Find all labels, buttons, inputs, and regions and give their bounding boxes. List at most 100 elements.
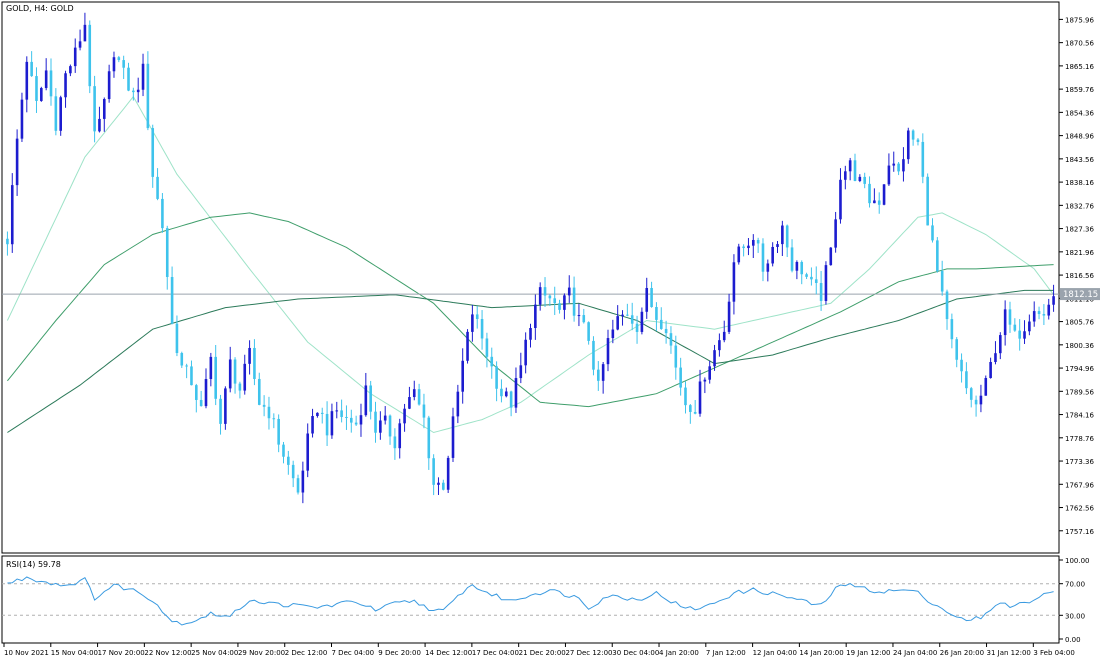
candle-body <box>572 287 576 316</box>
rsi-levels <box>2 583 1059 616</box>
candle-body <box>107 71 111 100</box>
candle-body <box>630 315 634 324</box>
candle-body <box>693 411 697 414</box>
candle-body <box>15 138 19 186</box>
candle-body <box>83 24 87 42</box>
candle-body <box>999 335 1002 354</box>
candle-body <box>364 385 368 416</box>
price-tick-label: 1827.36 <box>1065 226 1094 234</box>
candle-body <box>175 323 179 354</box>
candle-body <box>689 405 692 412</box>
candle-body <box>906 130 910 160</box>
candle-body <box>558 303 561 310</box>
candle-body <box>504 391 508 397</box>
candle-body <box>1052 296 1055 305</box>
current-price-label-bg <box>1060 288 1100 301</box>
candle-body <box>277 418 280 445</box>
time-tick-label: 7 Dec 04:00 <box>332 649 375 657</box>
price-tick-label: 1816.56 <box>1065 272 1094 280</box>
ma-fast-line <box>6 95 1054 434</box>
candle-body <box>374 411 377 433</box>
candle-body <box>141 63 145 90</box>
candle-body <box>190 366 193 386</box>
candle-body <box>529 327 532 340</box>
price-tick-label: 1800.36 <box>1065 342 1094 350</box>
candle-body <box>936 240 939 272</box>
rsi-tick-label: 100.00 <box>1065 557 1090 565</box>
candle-body <box>417 389 421 405</box>
candle-body <box>1032 311 1036 322</box>
time-tick-label: 21 Dec 20:00 <box>519 649 566 657</box>
candle-body <box>136 89 140 93</box>
candle-body <box>354 422 358 425</box>
candle-body <box>93 86 96 132</box>
candle-body <box>112 57 116 72</box>
candle-body <box>20 99 24 139</box>
price-tick-label: 1875.96 <box>1065 16 1094 24</box>
candle-body <box>989 361 992 379</box>
rsi-tick-label: 0.00 <box>1065 636 1081 644</box>
candle-body <box>839 179 842 220</box>
candle-body <box>979 395 983 405</box>
candle-body <box>132 90 135 93</box>
candle-body <box>664 328 668 334</box>
candle-body <box>587 322 590 341</box>
candle-body <box>563 295 566 310</box>
time-axis: 10 Nov 2021 15 Nov 04:00 17 Nov 20:00 22 No… <box>3 643 1075 657</box>
candle-body <box>931 225 934 241</box>
candle-body <box>475 314 479 320</box>
candle-body <box>534 304 537 328</box>
candle-body <box>567 287 571 296</box>
candle-body <box>892 163 896 166</box>
candle-body <box>751 239 755 246</box>
candle-body <box>398 423 402 449</box>
candle-body <box>718 340 721 351</box>
price-tick-label: 1805.76 <box>1065 319 1094 327</box>
candle-body <box>829 247 833 266</box>
candle-body <box>461 360 464 392</box>
candle-body <box>863 176 866 184</box>
candle-body <box>538 287 542 305</box>
price-tick-label: 1762.56 <box>1065 505 1094 513</box>
candle-body <box>969 388 973 400</box>
candle-body <box>306 433 310 471</box>
candle-body <box>209 356 213 380</box>
candle-body <box>974 399 978 405</box>
candle-body <box>713 350 716 367</box>
candle-body <box>873 200 876 204</box>
price-tick-label: 1859.76 <box>1065 86 1094 94</box>
candle-body <box>747 245 750 249</box>
candle-body <box>195 385 198 400</box>
candle-body <box>98 118 101 132</box>
candle-body <box>311 416 314 434</box>
candle-body <box>737 246 741 263</box>
candle-body <box>287 456 290 465</box>
candle-body <box>262 404 266 407</box>
candle-body <box>49 70 53 97</box>
time-tick-label: 2 Dec 12:00 <box>285 649 328 657</box>
candle-body <box>393 436 397 449</box>
candle-body <box>761 243 765 272</box>
candle-body <box>592 340 595 370</box>
time-tick-label: 25 Nov 04:00 <box>191 649 238 657</box>
candle-body <box>616 316 619 330</box>
candle-body <box>509 391 513 408</box>
candle-body <box>655 307 658 320</box>
candle-body <box>519 365 523 379</box>
time-tick-label: 31 Jan 12:00 <box>987 649 1031 657</box>
candle-body <box>185 365 188 367</box>
candle-body <box>727 301 731 332</box>
candle-body <box>437 482 440 485</box>
candle-body <box>848 160 852 172</box>
candle-body <box>233 359 237 384</box>
candle-body <box>170 276 174 324</box>
candle-body <box>451 416 455 458</box>
rsi-line <box>7 576 1054 626</box>
candle-body <box>427 417 431 459</box>
candle-body <box>858 176 862 181</box>
candle-body <box>296 478 300 493</box>
price-tick-label: 1767.96 <box>1065 481 1094 489</box>
candle-body <box>945 291 949 320</box>
candle-body <box>810 276 813 280</box>
price-tick-label: 1848.96 <box>1065 133 1094 141</box>
